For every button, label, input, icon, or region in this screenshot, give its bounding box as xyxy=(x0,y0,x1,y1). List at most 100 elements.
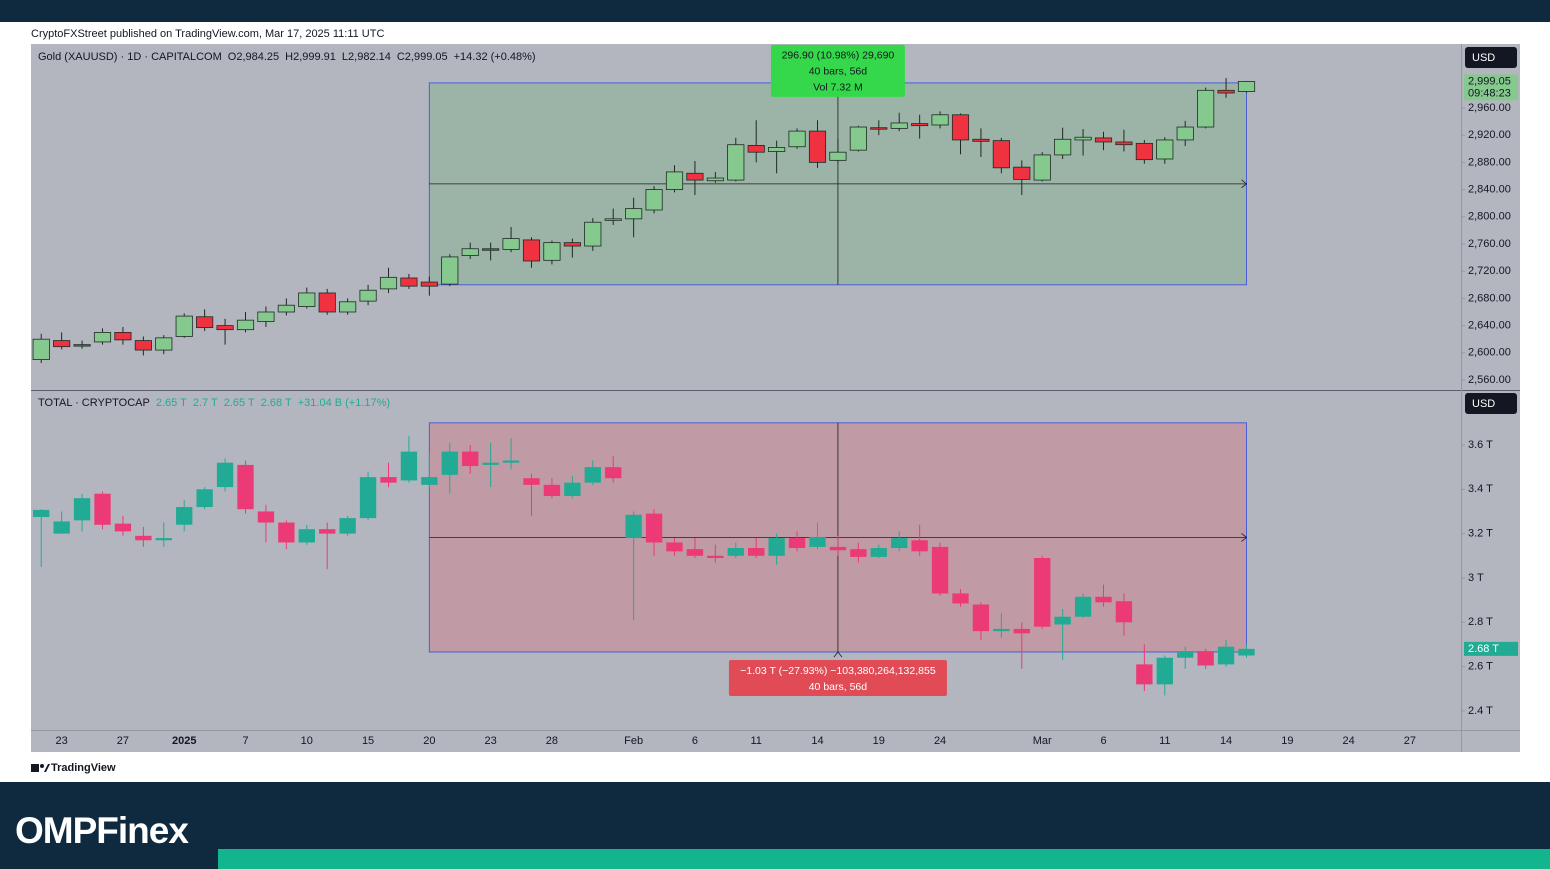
candle-body xyxy=(53,340,71,348)
candle-body xyxy=(523,478,540,485)
measure-arrow xyxy=(1241,533,1248,542)
candle-body xyxy=(768,538,785,556)
y-tick-label: 2,600.00 xyxy=(1468,347,1511,359)
countdown: 09:48:23 xyxy=(1468,87,1511,99)
candle-body xyxy=(727,144,745,181)
y-tick-label: 2,960.00 xyxy=(1468,102,1511,114)
candle-body xyxy=(400,451,418,481)
last-price-badge xyxy=(1464,641,1518,656)
legend: TOTAL · CRYPTOCAP 2.65 T 2.7 T 2.65 T 2.68 T… xyxy=(38,397,390,409)
candle-body xyxy=(380,477,397,483)
candle-body xyxy=(972,604,990,632)
candle-body xyxy=(768,147,786,152)
candle-body xyxy=(257,511,275,523)
candle-body xyxy=(175,315,193,337)
candle-body xyxy=(216,462,234,488)
legend-value: +14.32 (+0.48%) xyxy=(454,51,536,63)
x-tick-label: 15 xyxy=(362,735,374,747)
candle-body xyxy=(1136,664,1153,685)
candle-body xyxy=(176,507,193,525)
candle-body xyxy=(1094,137,1113,143)
candle-body xyxy=(686,549,704,556)
legend-title: TOTAL · CRYPTOCAP xyxy=(38,397,150,409)
candle-body xyxy=(1115,141,1133,146)
candle-body xyxy=(850,549,867,557)
candle-body xyxy=(441,256,459,285)
y-tick-label: 2,720.00 xyxy=(1468,265,1511,277)
y-tick-label: 3.6 T xyxy=(1468,439,1493,451)
x-tick-label: 20 xyxy=(423,735,435,747)
candle-body xyxy=(1238,648,1255,656)
x-tick-label: 28 xyxy=(546,735,558,747)
candle-body xyxy=(1013,166,1031,180)
candle-body xyxy=(1156,657,1173,685)
y-tick-label: 2.4 T xyxy=(1468,705,1493,717)
candle-body xyxy=(134,340,152,351)
candle-body xyxy=(298,292,316,307)
candle-body xyxy=(809,536,826,547)
candle-body xyxy=(278,522,295,543)
candle-body xyxy=(706,177,724,182)
candle-body xyxy=(216,325,234,331)
candle-body xyxy=(931,546,949,594)
y-tick-label: 2,640.00 xyxy=(1468,320,1511,332)
candle-body xyxy=(114,332,132,341)
y-tick-label: 2,560.00 xyxy=(1468,374,1511,386)
candle-body xyxy=(94,493,111,525)
candle-body xyxy=(951,114,970,141)
candle-body xyxy=(319,529,336,534)
candle-body xyxy=(543,242,561,261)
last-price-badge xyxy=(1464,74,1518,101)
x-tick-label: 27 xyxy=(117,735,129,747)
candle-body xyxy=(196,316,214,329)
candle-body xyxy=(1095,596,1112,603)
candle-body xyxy=(379,276,398,290)
candle-body xyxy=(788,130,806,148)
y-tick-label: 2.6 T xyxy=(1468,661,1493,673)
accent-bar xyxy=(218,849,1550,869)
candle-body xyxy=(604,218,622,221)
candle-body xyxy=(155,337,173,351)
candle-body xyxy=(400,277,418,287)
candle-body xyxy=(421,477,438,485)
currency-button[interactable] xyxy=(1465,47,1517,68)
measure-label: Vol 7.32 M xyxy=(813,82,863,94)
currency-button[interactable] xyxy=(1465,393,1517,414)
candle-body xyxy=(645,513,663,543)
x-tick-label: 6 xyxy=(1100,735,1106,747)
last-price-label: 2,999.05 xyxy=(1468,75,1511,87)
candle-body xyxy=(890,122,908,129)
logo: OMPFinex xyxy=(15,810,189,851)
legend-value: O2,984.25 xyxy=(228,51,279,63)
currency-label: USD xyxy=(1472,398,1495,410)
x-tick-label: 24 xyxy=(1343,735,1355,747)
candle-body xyxy=(686,172,704,181)
candle-body xyxy=(522,239,541,262)
candle-body xyxy=(1197,89,1215,128)
candle-body xyxy=(236,319,255,331)
legend-value: +31.04 B (+1.17%) xyxy=(298,397,390,409)
x-tick-label: 11 xyxy=(1159,735,1170,747)
measure-label: 296.90 (10.98%) 29,690 xyxy=(782,50,895,62)
candle-body xyxy=(1217,646,1235,665)
candle-body xyxy=(1237,81,1256,92)
candle-body xyxy=(645,189,663,211)
candle-body xyxy=(73,344,91,347)
candle-body xyxy=(114,523,132,532)
candle-body xyxy=(237,464,254,510)
x-tick-label: 19 xyxy=(873,735,885,747)
candle-body xyxy=(155,538,172,541)
candle-body xyxy=(1034,558,1051,627)
legend-value: 2.65 T xyxy=(156,397,187,409)
candle-body xyxy=(1135,142,1153,161)
x-tick-label: 2025 xyxy=(172,735,196,747)
candle-body xyxy=(543,484,561,496)
x-tick-label: 19 xyxy=(1281,735,1293,747)
candle-body xyxy=(952,593,969,604)
chart-bg xyxy=(31,44,1520,752)
candle-body xyxy=(564,482,581,496)
currency-label: USD xyxy=(1472,52,1495,64)
